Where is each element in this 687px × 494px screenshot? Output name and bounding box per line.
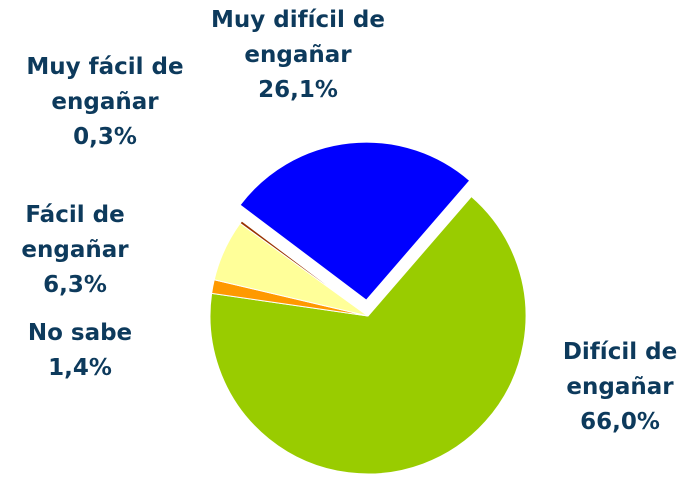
category-label: No sabe xyxy=(27,320,133,346)
category-label: Fácil de engañar xyxy=(21,202,129,263)
slice-label: Difícil de engañar 66,0% xyxy=(540,335,687,440)
value-label: 66,0% xyxy=(580,409,660,435)
slice-label: Muy difícil de engañar 26,1% xyxy=(191,3,406,108)
category-label: Muy difícil de engañar xyxy=(211,7,385,68)
slice-label: Fácil de engañar 6,3% xyxy=(0,198,155,303)
category-label: Muy fácil de engañar xyxy=(26,54,184,115)
pie-slice xyxy=(209,195,527,475)
pie-slice xyxy=(239,141,471,301)
category-label: Difícil de engañar xyxy=(562,339,678,400)
value-label: 6,3% xyxy=(43,272,107,298)
value-label: 0,3% xyxy=(73,124,137,150)
slice-label: Muy fácil de engañar 0,3% xyxy=(3,50,208,155)
slice-label: No sabe 1,4% xyxy=(0,316,160,386)
pie-slice xyxy=(239,220,369,317)
value-label: 1,4% xyxy=(48,355,112,381)
value-label: 26,1% xyxy=(258,77,338,103)
